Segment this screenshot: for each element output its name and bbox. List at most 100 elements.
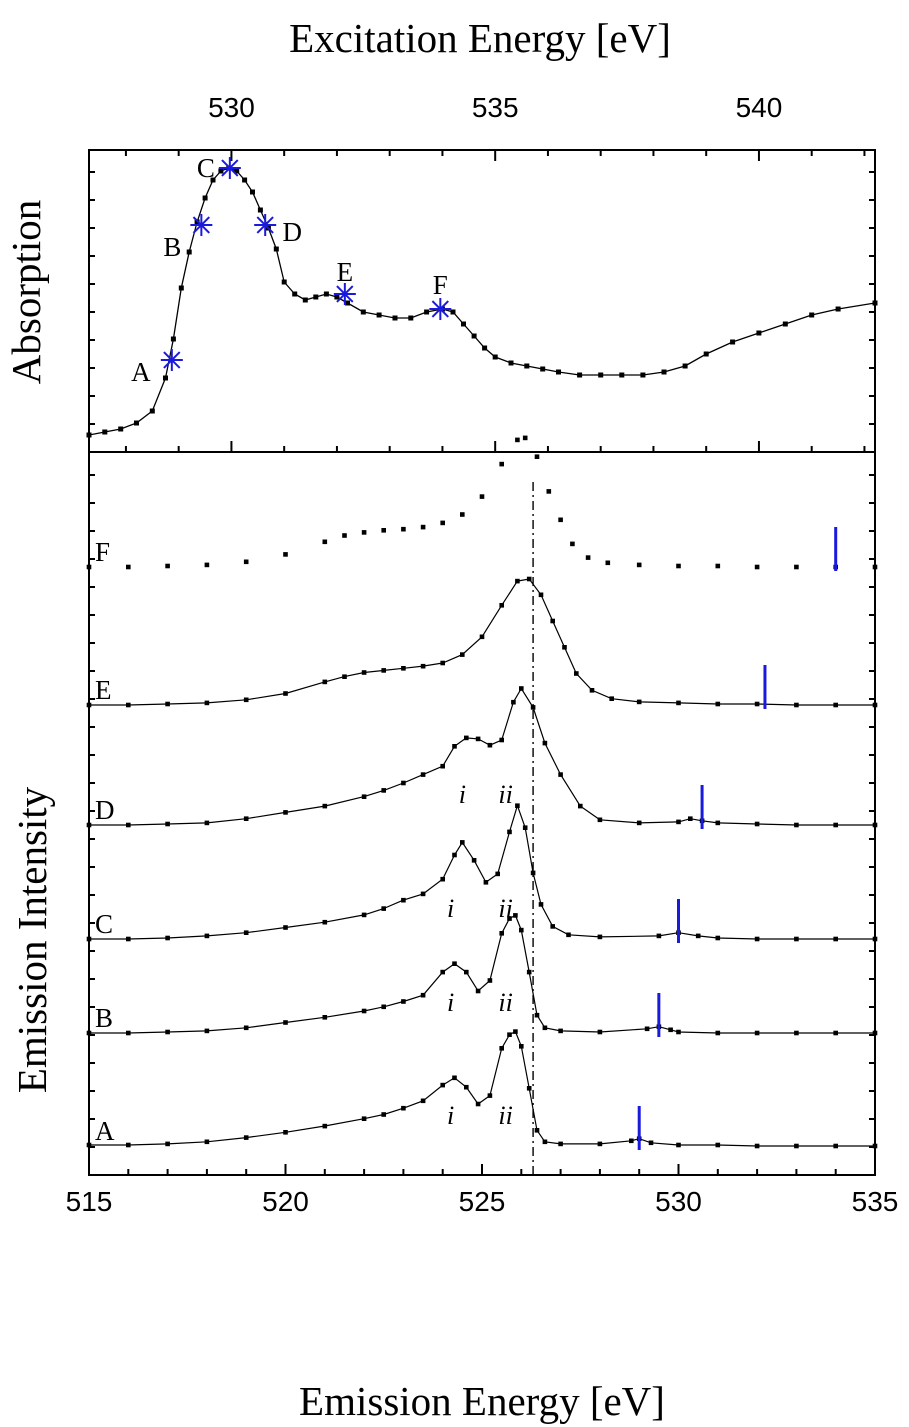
emission-data-point	[204, 562, 210, 568]
star-stroke	[336, 285, 354, 303]
emission-data-point	[833, 822, 838, 828]
emission-data-point	[475, 1101, 481, 1107]
emission-data-point	[522, 435, 528, 441]
emission-data-point	[283, 810, 288, 815]
emission-data-point	[499, 931, 504, 936]
emission-data-point	[562, 645, 567, 650]
emission-data-point	[754, 821, 760, 827]
emission-data-point	[872, 564, 878, 570]
absorption-data-point	[482, 345, 488, 351]
emission-data-point	[420, 1098, 426, 1104]
absorption-data-point	[556, 369, 561, 375]
emission-data-point	[542, 1025, 548, 1031]
emission-data-point	[636, 820, 642, 826]
emission-data-point	[574, 671, 579, 676]
emission-data-point	[715, 1142, 721, 1148]
absorption-data-point	[292, 291, 298, 297]
absorption-data-point	[302, 297, 308, 303]
absorption-data-point	[345, 300, 350, 306]
emission-data-point	[794, 564, 799, 570]
emission-data-point	[440, 969, 445, 975]
emission-data-point	[636, 562, 642, 568]
emission-data-point	[794, 702, 799, 708]
absorption-data-point	[257, 207, 263, 213]
absorption-data-point	[408, 315, 414, 321]
emission-data-point	[534, 1128, 540, 1133]
emission-data-point	[597, 934, 603, 940]
emission-data-point	[381, 788, 386, 793]
emission-data-point	[507, 829, 512, 835]
emission-data-point	[715, 935, 721, 941]
emission-data-point	[715, 563, 721, 569]
emission-data-point	[833, 936, 838, 942]
emission-data-point	[676, 819, 681, 825]
emission-data-point	[420, 663, 426, 669]
emission-data-point	[597, 1029, 603, 1035]
emission-data-point	[558, 517, 563, 523]
emission-data-point	[872, 1143, 878, 1149]
emission-data-point	[204, 933, 210, 939]
excitation-tick-label: 530	[208, 92, 255, 123]
emission-data-point	[511, 699, 516, 705]
star-stroke	[221, 159, 239, 177]
emission-data-point	[452, 852, 457, 858]
absorption-data-point	[134, 420, 139, 426]
emission-data-point	[165, 1029, 170, 1035]
absorption-curve	[89, 167, 875, 436]
emission-data-point	[322, 679, 328, 685]
emission-data-point	[86, 822, 92, 828]
absorption-data-point	[234, 168, 240, 174]
emission-data-point	[507, 1032, 512, 1037]
emission-data-point	[401, 780, 406, 786]
emission-data-point	[668, 1027, 673, 1033]
emission-data-point	[283, 1020, 288, 1025]
absorption-data-point	[118, 426, 124, 432]
emission-data-point	[243, 1025, 249, 1031]
emission-data-point	[322, 1015, 328, 1020]
emission-data-point	[401, 1105, 406, 1111]
emission-data-point	[644, 1026, 650, 1032]
absorption-data-point	[577, 372, 583, 378]
emission-energy-axis-label: Emission Energy [eV]	[299, 1378, 665, 1424]
emission-data-point	[754, 936, 760, 942]
emission-data-point	[243, 930, 249, 935]
peak-label-ii: ii	[498, 780, 512, 809]
emission-data-point	[464, 1084, 469, 1090]
emission-data-point	[495, 871, 500, 877]
emission-data-point	[361, 794, 367, 799]
absorption-data-point	[450, 309, 456, 315]
emission-data-point	[165, 1141, 170, 1147]
emission-tick-label: 520	[262, 1186, 309, 1217]
absorption-data-point	[186, 249, 192, 255]
emission-data-point	[656, 933, 662, 939]
emission-data-point	[479, 494, 485, 499]
excitation-point-label-d: D	[282, 217, 302, 247]
emission-data-point	[420, 524, 426, 530]
emission-data-point	[534, 1012, 540, 1018]
emission-data-point	[165, 563, 170, 569]
emission-curve-a	[89, 1030, 875, 1147]
emission-data-point	[872, 1030, 878, 1036]
absorption-data-point	[313, 294, 319, 300]
emission-data-point	[676, 1029, 681, 1035]
emission-data-point	[460, 840, 465, 845]
emission-data-point	[460, 652, 465, 657]
emission-data-point	[165, 821, 170, 827]
emission-data-point	[522, 825, 528, 830]
emission-curve-b	[89, 914, 875, 1034]
emission-data-point	[460, 512, 465, 517]
emission-data-point	[550, 924, 555, 929]
peak-label-i: i	[447, 988, 454, 1017]
emission-data-point	[872, 822, 878, 828]
emission-data-point	[381, 668, 386, 673]
absorption-data-point	[163, 375, 168, 381]
emission-data-point	[566, 932, 571, 938]
emission-data-point	[530, 870, 536, 876]
emission-data-point	[464, 735, 469, 741]
absorption-data-point	[392, 315, 398, 321]
excitation-star-e	[333, 283, 356, 305]
emission-data-point	[515, 578, 520, 584]
emission-data-point	[440, 660, 445, 666]
